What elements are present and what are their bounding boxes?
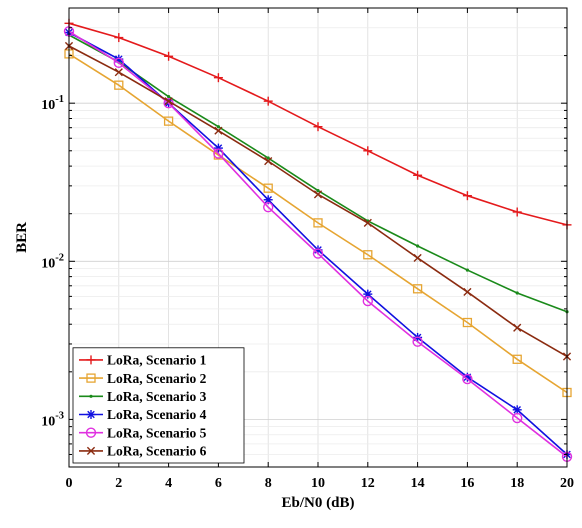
data-point	[413, 170, 423, 180]
data-point	[512, 405, 522, 415]
data-point	[163, 116, 174, 126]
data-point	[512, 354, 522, 364]
data-point	[167, 95, 171, 99]
data-point	[264, 157, 273, 166]
data-point	[316, 188, 320, 193]
x-tick-label: 12	[361, 476, 375, 491]
legend-item: LoRa, Scenario 5	[79, 425, 207, 440]
series-line	[68, 53, 568, 394]
legend-marker	[86, 373, 96, 383]
legend-item: LoRa, Scenario 4	[79, 407, 207, 422]
data-point	[512, 207, 522, 217]
data-point	[412, 284, 423, 294]
data-point	[462, 191, 472, 201]
series-2	[64, 49, 572, 398]
series-layer	[63, 18, 573, 463]
legend-label: LoRa, Scenario 5	[107, 425, 207, 440]
data-point	[363, 218, 372, 227]
data-point	[114, 80, 124, 90]
data-point	[164, 51, 174, 61]
data-point	[363, 146, 373, 156]
data-point	[515, 291, 519, 295]
legend-marker	[86, 446, 96, 455]
x-tick-label: 20	[560, 476, 574, 491]
legend-label: LoRa, Scenario 1	[107, 353, 207, 368]
y-tick-label: 10-1	[41, 94, 64, 113]
data-point	[313, 218, 323, 228]
legend-label: LoRa, Scenario 3	[107, 389, 207, 404]
x-tick-label: 8	[265, 476, 272, 491]
data-point	[413, 253, 422, 263]
data-point	[263, 96, 273, 106]
data-point	[463, 287, 472, 297]
data-point	[363, 289, 373, 299]
legend-marker	[86, 355, 96, 365]
data-point	[465, 268, 469, 272]
data-point	[312, 248, 324, 259]
x-tick-label: 16	[460, 476, 474, 491]
legend-item: LoRa, Scenario 3	[79, 389, 207, 404]
legend-box	[72, 347, 245, 464]
data-point	[462, 373, 473, 385]
data-point	[114, 68, 123, 77]
data-point	[266, 156, 270, 160]
series-line	[68, 30, 568, 458]
data-point	[363, 250, 373, 260]
legend-item: LoRa, Scenario 1	[79, 353, 207, 368]
y-tick-label: 10-3	[41, 410, 64, 429]
data-point	[113, 57, 125, 69]
x-tick-label: 14	[411, 476, 425, 491]
data-point	[263, 183, 273, 193]
legend-marker	[86, 410, 96, 419]
series-6	[64, 41, 572, 361]
legend-item: LoRa, Scenario 6	[79, 444, 207, 459]
x-tick-label: 18	[510, 476, 524, 491]
legend-label: LoRa, Scenario 4	[107, 407, 207, 422]
data-point	[462, 317, 473, 328]
axis-ticks: 0 2 4 6 8 10 12 14 16 18 20 10-1 10-2 10-3	[41, 7, 574, 491]
data-point	[313, 190, 323, 199]
data-point	[213, 148, 224, 159]
x-tick-label: 2	[115, 476, 122, 491]
legend-label: LoRa, Scenario 2	[107, 371, 207, 386]
data-point	[412, 336, 423, 347]
y-axis-label: BER	[14, 222, 30, 253]
legend-item: LoRa, Scenario 2	[79, 371, 207, 386]
data-point	[164, 97, 173, 106]
data-point	[513, 323, 522, 332]
data-point	[114, 33, 124, 43]
data-point	[216, 125, 220, 129]
data-point	[416, 244, 420, 248]
x-tick-label: 4	[165, 476, 172, 491]
data-point	[512, 412, 523, 424]
y-tick-label: 10-2	[41, 252, 64, 271]
legend: LoRa, Scenario 1 LoRa, Scenario 2 LoRa, Sc…	[72, 347, 245, 464]
legend-marker	[89, 394, 93, 398]
data-point	[313, 122, 323, 132]
x-tick-label: 10	[311, 476, 325, 491]
data-point	[214, 126, 223, 135]
data-point	[362, 295, 373, 307]
x-tick-label: 6	[215, 476, 222, 491]
series-3	[67, 33, 569, 314]
data-point	[213, 73, 223, 83]
x-axis-label: Eb/N0 (dB)	[282, 495, 355, 511]
legend-label: LoRa, Scenario 6	[107, 444, 207, 459]
series-5	[63, 26, 573, 463]
data-point	[263, 201, 274, 213]
x-tick-label: 0	[66, 476, 73, 491]
legend-marker	[85, 427, 97, 438]
